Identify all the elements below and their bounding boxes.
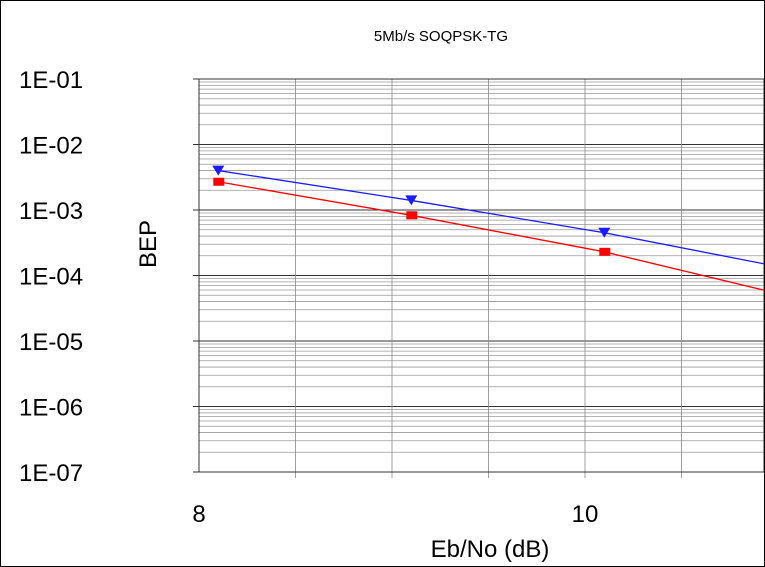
y-tick-label: 1E-03 xyxy=(19,198,83,225)
x-tick-label: 10 xyxy=(572,501,599,528)
data-point-triangle xyxy=(598,227,611,238)
y-tick-label: 1E-04 xyxy=(19,264,83,291)
y-tick-label: 1E-02 xyxy=(19,133,83,160)
series-2 xyxy=(213,177,764,291)
series-1 xyxy=(212,165,764,265)
y-axis-label: BEP xyxy=(135,220,162,268)
grid xyxy=(193,78,764,478)
y-tick-label: 1E-07 xyxy=(19,460,83,487)
series-layer xyxy=(212,165,764,291)
data-point-square xyxy=(213,177,225,186)
x-axis-label: Eb/No (dB) xyxy=(431,536,550,563)
series-line xyxy=(218,181,764,291)
x-tick-label: 8 xyxy=(192,501,205,528)
series-line xyxy=(218,169,764,265)
data-point-square xyxy=(406,211,418,220)
data-point-triangle xyxy=(212,165,225,176)
labels-layer: 5Mb/s SOQPSK-TG Eb/No (dB) BEP 1E-01 1E-0… xyxy=(19,28,599,563)
y-tick-label: 1E-06 xyxy=(19,395,83,422)
chart-title: 5Mb/s SOQPSK-TG xyxy=(374,28,508,45)
y-tick-label: 1E-01 xyxy=(19,67,83,94)
y-tick-label: 1E-05 xyxy=(19,329,83,356)
plot-area-border xyxy=(198,78,764,473)
data-point-triangle xyxy=(405,195,418,206)
data-point-square xyxy=(599,247,611,256)
